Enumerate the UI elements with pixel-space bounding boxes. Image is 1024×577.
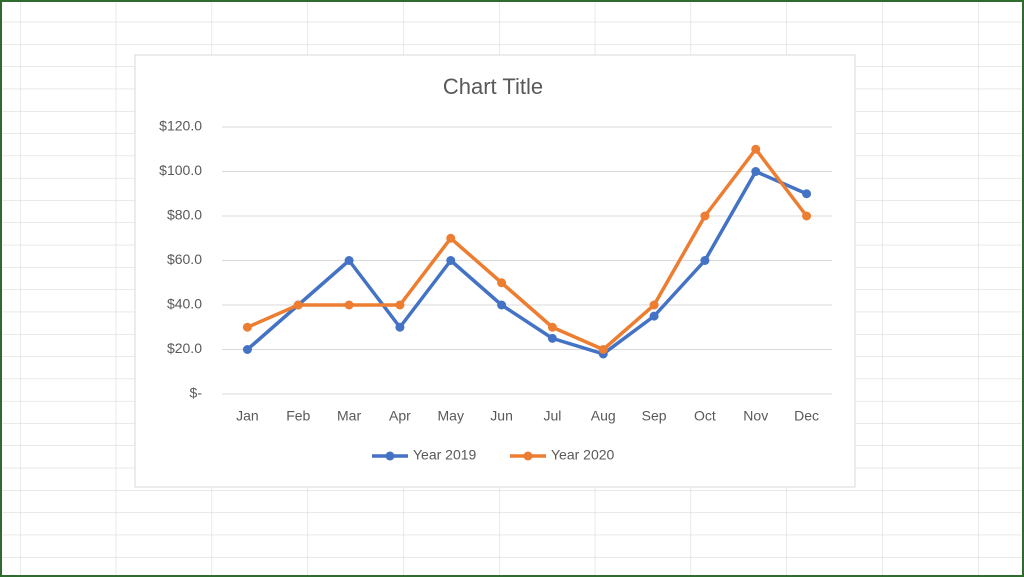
x-tick-label: Jan bbox=[236, 408, 259, 424]
data-point bbox=[700, 211, 710, 221]
data-point bbox=[649, 300, 659, 310]
data-point bbox=[649, 311, 659, 321]
y-tick-label: $60.0 bbox=[167, 251, 202, 267]
data-point bbox=[598, 345, 608, 354]
x-tick-label: Jun bbox=[490, 408, 513, 424]
data-point bbox=[700, 256, 710, 265]
data-point bbox=[547, 322, 557, 332]
y-tick-label: $- bbox=[190, 385, 203, 401]
x-tick-label: Nov bbox=[743, 408, 768, 424]
data-point bbox=[547, 333, 557, 343]
x-tick-label: Oct bbox=[694, 408, 716, 424]
legend-label: Year 2020 bbox=[551, 447, 615, 463]
data-point bbox=[497, 300, 507, 310]
data-point bbox=[751, 167, 761, 176]
y-tick-label: $20.0 bbox=[167, 340, 202, 356]
legend-marker bbox=[523, 451, 533, 461]
y-tick-label: $100.0 bbox=[159, 162, 202, 178]
data-point bbox=[293, 300, 303, 310]
x-tick-label: Jul bbox=[543, 408, 561, 424]
data-point bbox=[802, 211, 812, 221]
data-point bbox=[242, 322, 252, 332]
x-tick-label: Sep bbox=[642, 408, 667, 424]
x-tick-label: Aug bbox=[591, 408, 616, 424]
series-line bbox=[246, 169, 808, 356]
y-tick-label: $120.0 bbox=[159, 118, 202, 134]
data-point bbox=[395, 300, 405, 310]
legend-marker bbox=[385, 451, 395, 461]
data-point bbox=[497, 278, 507, 288]
x-tick-label: Feb bbox=[286, 408, 310, 424]
data-point bbox=[344, 300, 354, 310]
data-point bbox=[751, 144, 761, 154]
x-tick-label: May bbox=[438, 408, 464, 424]
legend-label: Year 2019 bbox=[413, 447, 477, 463]
data-point bbox=[344, 256, 354, 265]
y-tick-label: $40.0 bbox=[167, 296, 202, 312]
x-tick-label: Dec bbox=[794, 408, 819, 424]
y-tick-label: $80.0 bbox=[167, 207, 202, 223]
data-point bbox=[446, 256, 456, 265]
data-point bbox=[395, 322, 405, 332]
chart-title: Chart Title bbox=[443, 74, 543, 99]
x-tick-label: Apr bbox=[389, 408, 411, 424]
data-point bbox=[802, 189, 812, 199]
data-point bbox=[446, 233, 456, 243]
data-point bbox=[242, 345, 252, 354]
x-tick-label: Mar bbox=[337, 408, 361, 424]
series-line bbox=[246, 147, 808, 352]
